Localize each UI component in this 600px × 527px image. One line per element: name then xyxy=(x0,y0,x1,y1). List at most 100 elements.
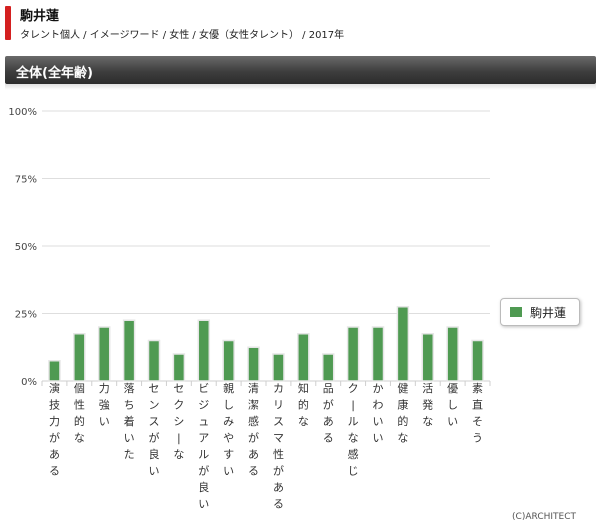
x-tick-char: そ xyxy=(472,415,483,428)
legend: 駒井蓮 xyxy=(500,298,580,326)
x-tick-char: 良 xyxy=(149,447,160,461)
x-tick-char: 健 xyxy=(397,382,408,395)
copyright: (C)ARCHITECT xyxy=(512,512,576,522)
x-tick-label: 演技力がある xyxy=(49,381,60,478)
x-tick-char: ク xyxy=(348,382,359,395)
bar xyxy=(172,353,186,382)
section-title: 全体(全年齢) xyxy=(16,66,93,81)
x-tick-char: カ xyxy=(273,382,284,395)
x-tick-label: 落ち着いた xyxy=(124,382,135,461)
x-tick-label: 個性的な xyxy=(74,382,85,445)
x-tick-label: 活発な xyxy=(422,382,433,428)
x-tick-char: 強 xyxy=(99,399,110,412)
x-tick-char: シ xyxy=(173,415,184,428)
x-tick-char: が xyxy=(49,431,60,445)
x-tick-char: セ xyxy=(149,382,160,395)
x-tick-char: い xyxy=(223,465,234,478)
x-tick-char: が xyxy=(149,431,160,445)
x-tick-char: う xyxy=(472,432,483,445)
bar xyxy=(297,333,310,382)
x-tick-char: る xyxy=(323,432,334,445)
x-tick-label: 優しい xyxy=(447,382,458,428)
x-tick-char: あ xyxy=(49,448,60,461)
x-tick-char: る xyxy=(273,498,284,511)
x-tick-label: かわいい xyxy=(373,382,384,445)
x-tick-char: 着 xyxy=(124,414,135,428)
bar xyxy=(371,326,385,382)
y-tick-label: 25% xyxy=(15,310,37,321)
x-tick-char: | xyxy=(351,399,355,412)
x-tick-char: 直 xyxy=(472,398,483,412)
x-tick-char: な xyxy=(173,448,184,461)
accent-bar xyxy=(5,6,11,40)
x-tick-char: セ xyxy=(173,382,184,395)
x-tick-char: 素 xyxy=(472,382,483,395)
section-header: 全体(全年齢) xyxy=(5,56,596,84)
x-tick-char: い xyxy=(149,465,160,478)
x-tick-char: ル xyxy=(198,448,209,461)
x-tick-char: み xyxy=(223,415,234,428)
x-tick-char: 力 xyxy=(49,415,60,428)
y-tick-label: 100% xyxy=(8,107,37,118)
x-tick-char: マ xyxy=(273,432,284,445)
x-tick-char: 力 xyxy=(99,382,110,395)
x-tick-char: い xyxy=(373,432,384,445)
x-tick-char: 良 xyxy=(198,480,209,494)
x-tick-char: し xyxy=(223,399,234,412)
x-tick-char: ル xyxy=(348,415,359,428)
x-tick-label: センスが良い xyxy=(149,382,160,478)
x-tick-char: ビ xyxy=(198,382,209,395)
x-tick-char: あ xyxy=(248,448,259,461)
x-tick-char: 潔 xyxy=(248,398,259,412)
x-tick-char: 親 xyxy=(223,382,234,395)
x-tick-char: い xyxy=(99,415,110,428)
bar xyxy=(421,333,435,382)
x-tick-char: る xyxy=(49,465,60,478)
x-tick-char: が xyxy=(273,464,284,478)
bar xyxy=(471,339,484,382)
x-tick-char: 的 xyxy=(397,414,408,428)
x-tick-char: な xyxy=(298,415,309,428)
y-tick-label: 75% xyxy=(15,175,37,186)
x-tick-label: ビジュアルが良い xyxy=(198,382,209,511)
bar xyxy=(73,333,86,382)
x-tick-label: カリスマ性がある xyxy=(273,382,284,511)
x-tick-char: ュ xyxy=(198,415,209,428)
legend-swatch xyxy=(510,307,522,317)
x-tick-char: 性 xyxy=(74,398,85,412)
x-tick-char: な xyxy=(74,432,85,445)
x-tick-char: ア xyxy=(198,432,209,445)
x-tick-char: す xyxy=(223,448,234,461)
bar xyxy=(122,319,136,382)
bar xyxy=(48,360,61,382)
x-tick-char: 感 xyxy=(248,415,259,428)
x-tick-label: 力強い xyxy=(99,382,110,428)
x-tick-char: な xyxy=(422,415,433,428)
x-tick-char: 活 xyxy=(422,382,433,395)
x-tick-char: し xyxy=(447,399,458,412)
x-tick-char: が xyxy=(323,398,334,412)
x-tick-char: 知 xyxy=(298,381,309,395)
x-tick-char: や xyxy=(223,432,234,445)
x-tick-char: た xyxy=(124,448,135,461)
x-tick-label: 清潔感がある xyxy=(248,382,259,478)
breadcrumb: タレント個人 / イメージワード / 女性 / 女優（女性タレント） / 201… xyxy=(20,30,345,41)
x-tick-char: ス xyxy=(273,415,284,428)
x-tick-char: い xyxy=(198,498,209,511)
x-tick-char: わ xyxy=(373,399,384,412)
x-tick-char: 優 xyxy=(447,382,458,395)
bar xyxy=(346,326,360,382)
x-tick-char: 落 xyxy=(124,382,135,395)
x-tick-char: が xyxy=(248,431,259,445)
x-tick-char: 的 xyxy=(298,398,309,412)
x-tick-char: 品 xyxy=(323,382,334,395)
x-tick-char: 性 xyxy=(273,447,284,461)
x-tick-char: 感 xyxy=(348,448,359,461)
y-tick-label: 0% xyxy=(21,377,37,388)
x-tick-char: ン xyxy=(149,399,160,412)
x-tick-char: じ xyxy=(348,465,359,478)
x-tick-char: ス xyxy=(149,415,160,428)
bar xyxy=(247,346,260,382)
bar xyxy=(147,339,161,382)
